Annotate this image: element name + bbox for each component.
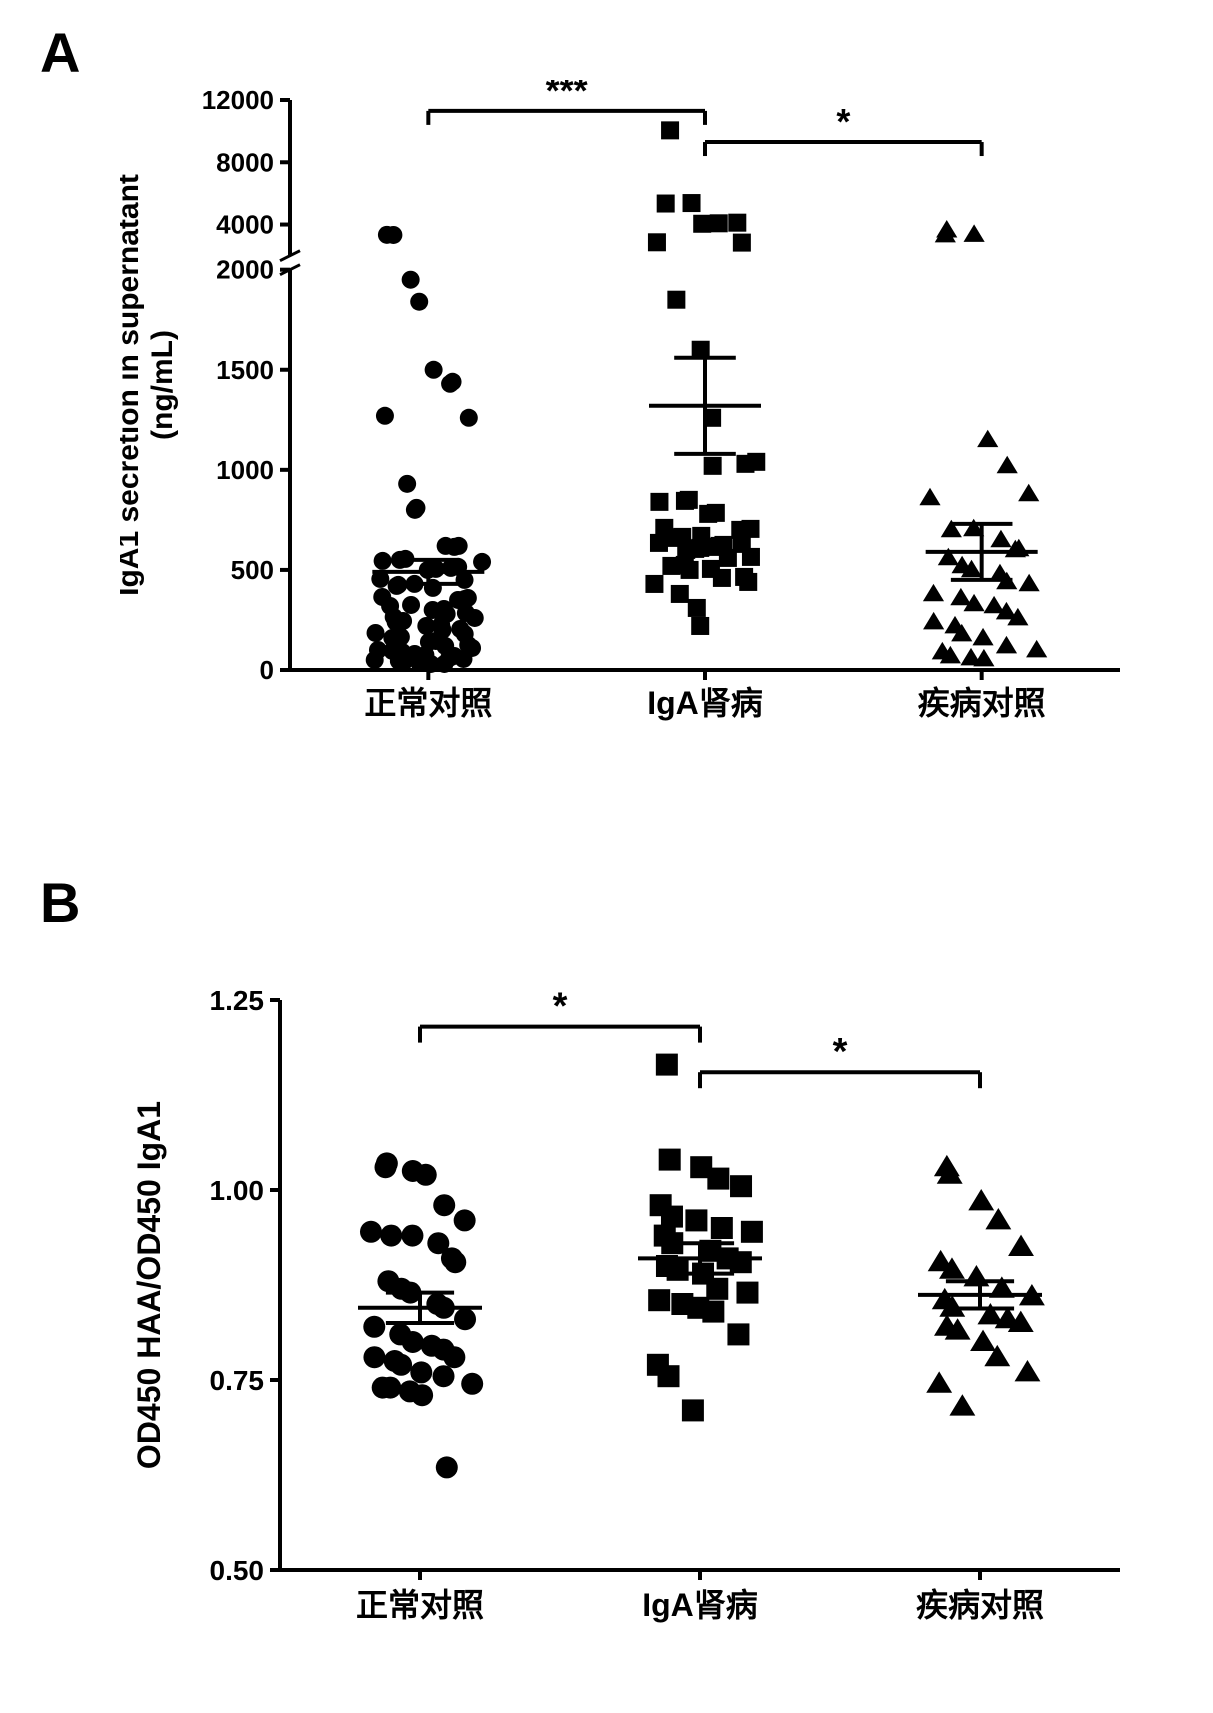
page-root: A 0 500 1000 1500 2000 4000 8000 12000 IgA1 secr… bbox=[0, 0, 1213, 1713]
svg-text:***: *** bbox=[546, 80, 588, 111]
panel-a-label: A bbox=[40, 20, 80, 85]
svg-text:IgA肾病: IgA肾病 bbox=[647, 685, 763, 721]
panel-b-label: B bbox=[40, 870, 80, 935]
svg-text:0: 0 bbox=[260, 655, 274, 685]
svg-text:疾病对照: 疾病对照 bbox=[918, 685, 1046, 721]
svg-text:*: * bbox=[553, 986, 568, 1028]
svg-text:IgA1 secretion in supernatant(: IgA1 secretion in supernatant(ng/mL) bbox=[120, 174, 179, 596]
svg-text:1.25: 1.25 bbox=[210, 985, 265, 1016]
svg-text:IgA肾病: IgA肾病 bbox=[642, 1587, 758, 1623]
svg-text:12000: 12000 bbox=[202, 85, 274, 115]
svg-text:2000: 2000 bbox=[216, 255, 274, 285]
svg-text:1000: 1000 bbox=[216, 455, 274, 485]
panel-a-svg: 0 500 1000 1500 2000 4000 8000 12000 IgA1 secret… bbox=[120, 80, 1140, 740]
svg-text:0.75: 0.75 bbox=[210, 1365, 265, 1396]
svg-text:*: * bbox=[836, 101, 850, 142]
panel-b-chart: 0.50 0.75 1.00 1.25 OD450 HAA/OD450 IgA1 正常对照… bbox=[120, 960, 1140, 1640]
panel-a-chart: 0 500 1000 1500 2000 4000 8000 12000 IgA1 secret… bbox=[120, 80, 1140, 740]
svg-text:0.50: 0.50 bbox=[210, 1555, 265, 1586]
svg-text:1.00: 1.00 bbox=[210, 1175, 265, 1206]
svg-text:500: 500 bbox=[231, 555, 274, 585]
svg-text:疾病对照: 疾病对照 bbox=[916, 1587, 1044, 1623]
svg-text:正常对照: 正常对照 bbox=[364, 685, 492, 721]
svg-text:4000: 4000 bbox=[216, 210, 274, 240]
svg-text:*: * bbox=[833, 1031, 848, 1073]
panel-b-svg: 0.50 0.75 1.00 1.25 OD450 HAA/OD450 IgA1 正常对照… bbox=[120, 960, 1140, 1640]
svg-text:OD450 HAA/OD450 IgA1: OD450 HAA/OD450 IgA1 bbox=[131, 1101, 167, 1469]
svg-text:正常对照: 正常对照 bbox=[356, 1587, 484, 1623]
svg-text:1500: 1500 bbox=[216, 355, 274, 385]
svg-text:8000: 8000 bbox=[216, 147, 274, 177]
